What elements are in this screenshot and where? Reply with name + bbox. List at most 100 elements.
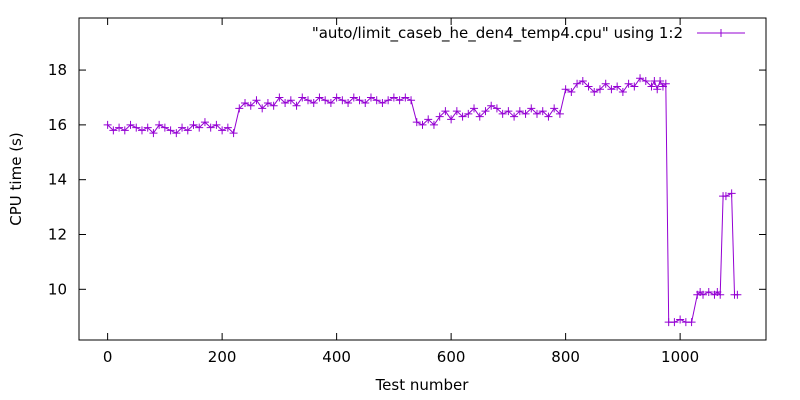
data-point-marker: [656, 77, 665, 86]
data-point-marker: [172, 129, 181, 138]
data-point-marker: [120, 126, 129, 135]
data-point-marker: [241, 98, 250, 107]
data-point-marker: [218, 126, 227, 135]
data-point-marker: [344, 98, 353, 107]
y-tick-label: 14: [48, 171, 67, 189]
y-tick-label: 18: [48, 61, 67, 79]
legend-marker: [717, 29, 725, 37]
data-point-marker: [470, 104, 479, 113]
x-tick-label: 800: [551, 348, 580, 366]
data-point-marker: [338, 96, 347, 105]
data-point-marker: [487, 101, 496, 110]
data-point-marker: [223, 123, 232, 132]
legend-marker-plus: [717, 29, 725, 37]
data-point-marker: [160, 123, 169, 132]
data-point-marker: [721, 192, 730, 201]
data-point-marker: [555, 109, 564, 118]
plot-frame: [78, 17, 767, 341]
data-point-marker: [567, 87, 576, 96]
data-point-marker: [595, 85, 604, 94]
data-point-marker: [429, 120, 438, 129]
data-point-marker: [304, 96, 312, 105]
data-point-marker: [670, 318, 679, 327]
data-point-marker: [395, 96, 404, 105]
data-point-marker: [418, 120, 427, 129]
data-point-marker: [510, 112, 519, 121]
data-point-marker: [481, 107, 490, 116]
y-tick-label: 16: [48, 116, 67, 134]
data-point-marker: [143, 123, 152, 132]
data-point-marker: [498, 109, 507, 118]
data-point-marker: [435, 112, 444, 121]
data-point-marker: [183, 126, 192, 135]
data-point-marker: [624, 79, 633, 88]
data-point-marker: [618, 87, 627, 96]
data-point-marker: [561, 85, 570, 94]
data-point-marker: [321, 96, 330, 105]
data-point-marker: [464, 109, 473, 118]
data-point-marker: [607, 85, 616, 94]
data-point-marker: [252, 96, 261, 105]
data-point-marker: [424, 115, 433, 124]
x-axis-label: Test number: [375, 376, 470, 394]
data-point-marker: [452, 107, 461, 116]
data-point-marker: [246, 101, 255, 110]
x-tick-label: 600: [437, 348, 466, 366]
data-point-marker: [401, 93, 410, 102]
data-point-marker: [132, 123, 141, 132]
data-point-marker: [258, 104, 267, 113]
x-tick-label: 1000: [661, 348, 699, 366]
data-point-marker: [544, 112, 553, 121]
data-point-marker: [475, 112, 484, 121]
data-point-marker: [407, 96, 416, 105]
data-point-marker: [115, 123, 124, 132]
legend-series-label: "auto/limit_caseb_he_den4_temp4.cpu" usi…: [312, 24, 683, 43]
data-point-marker: [109, 126, 118, 135]
data-point-marker: [355, 96, 364, 105]
data-point-marker: [647, 82, 656, 91]
data-point-marker: [412, 118, 421, 127]
data-point-marker: [155, 120, 164, 129]
legend: "auto/limit_caseb_he_den4_temp4.cpu" usi…: [312, 24, 745, 43]
data-point-marker: [235, 104, 244, 113]
data-point-marker: [212, 120, 221, 129]
data-point-marker: [550, 104, 559, 113]
data-point-marker: [298, 93, 307, 102]
data-point-marker: [699, 290, 708, 299]
data-point-marker: [716, 290, 725, 299]
data-point-marker: [584, 82, 593, 91]
data-point-marker: [126, 120, 135, 129]
data-point-marker: [447, 115, 456, 124]
data-point-marker: [326, 98, 335, 107]
data-point-marker: [229, 129, 238, 138]
data-point-marker: [103, 120, 112, 129]
y-tick-label: 12: [48, 225, 67, 243]
data-point-marker: [521, 109, 530, 118]
data-point-marker: [384, 96, 393, 105]
data-point-marker: [137, 126, 146, 135]
data-point-marker: [653, 85, 662, 94]
x-tick-label: 400: [322, 348, 351, 366]
data-point-marker: [458, 112, 467, 121]
data-point-marker: [195, 123, 204, 132]
data-point-marker: [378, 98, 387, 107]
data-point-marker: [315, 93, 324, 102]
axis-ticks: 0 200 400 600 800 1000 10 12 14 16 18: [48, 18, 766, 366]
data-point-marker: [292, 101, 301, 110]
data-point-marker: [275, 93, 284, 102]
data-point-marker: [578, 77, 587, 86]
data-point-marker: [441, 107, 450, 116]
data-point-marker: [676, 315, 685, 324]
data-point-marker: [269, 101, 278, 110]
data-point-marker: [704, 288, 713, 297]
data-point-marker: [641, 77, 650, 86]
data-point-marker: [504, 107, 513, 116]
data-point-marker: [149, 129, 158, 138]
data-point-marker: [166, 126, 175, 135]
data-point-marker: [349, 93, 358, 102]
data-point-marker: [372, 96, 381, 105]
data-point-marker: [366, 93, 375, 102]
data-point-marker: [527, 104, 536, 113]
data-point-marker: [533, 109, 541, 118]
